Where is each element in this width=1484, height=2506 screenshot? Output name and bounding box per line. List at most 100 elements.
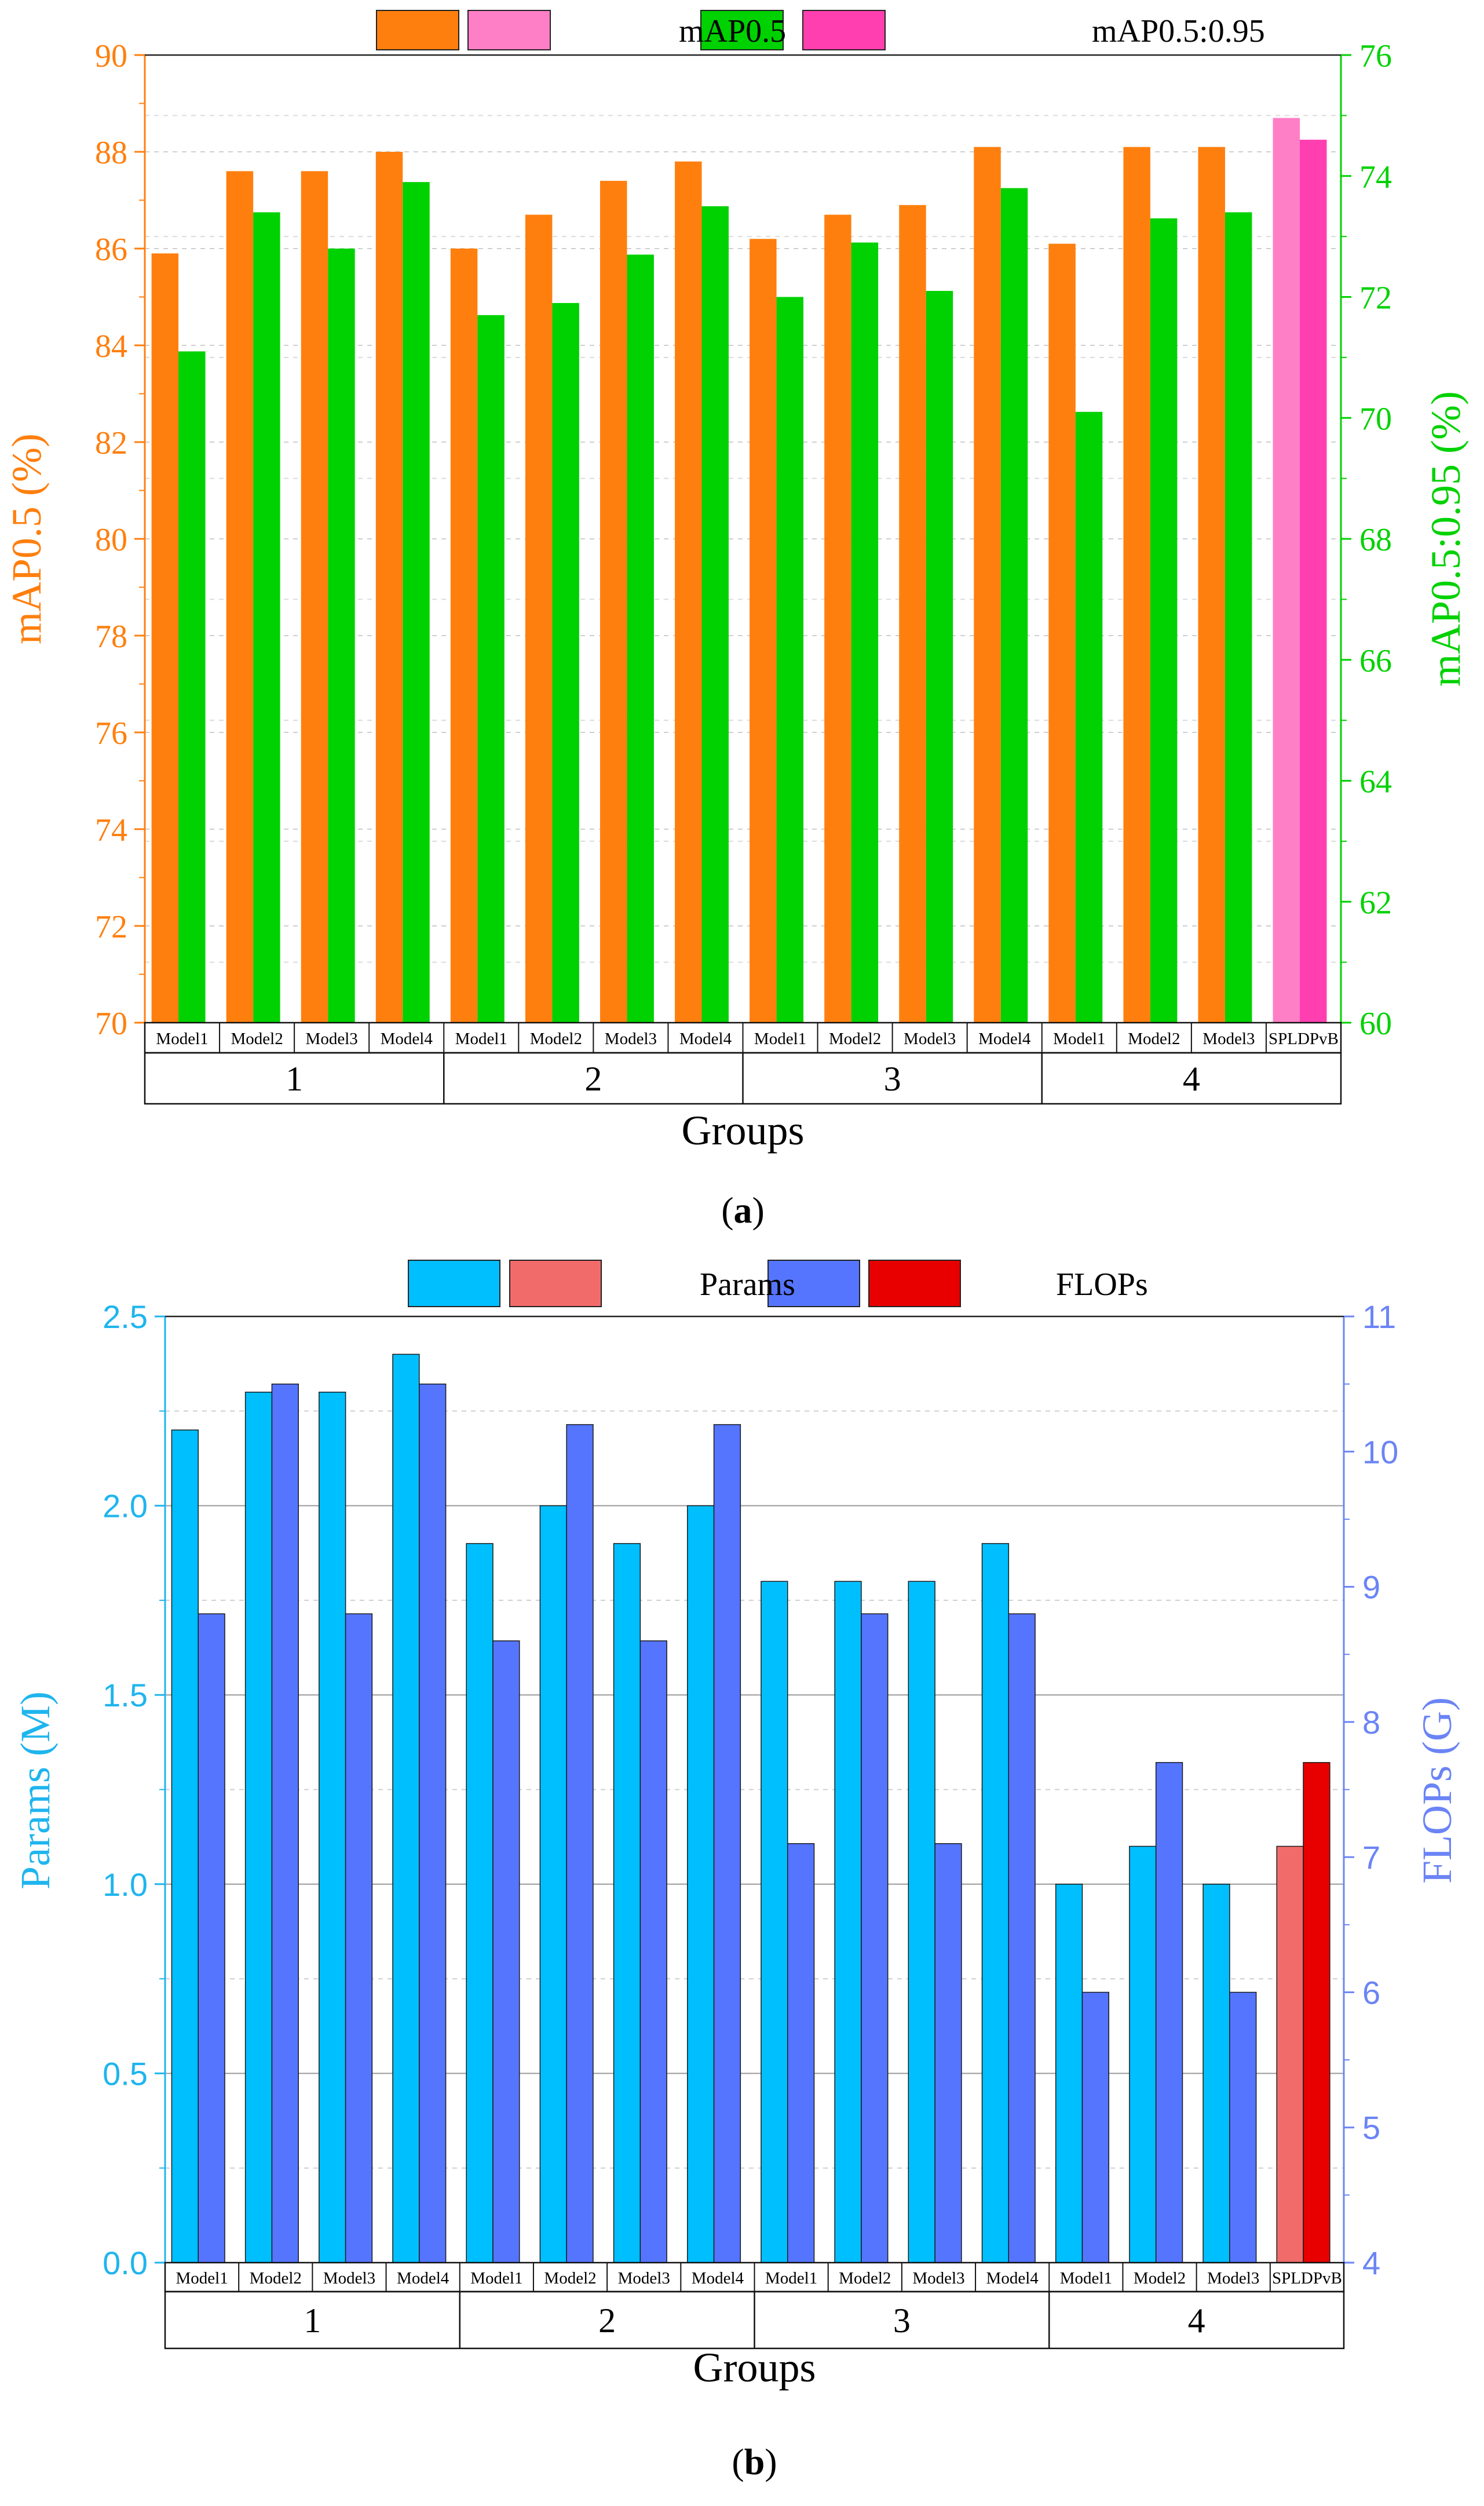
right-tick-label: 74 (1359, 159, 1392, 195)
category-label: Model4 (381, 1030, 433, 1048)
bar-map0-5-0-95-3 (328, 249, 355, 1023)
category-label: Model2 (231, 1030, 283, 1048)
bar-map0-5-12 (974, 147, 1001, 1023)
bar-map0-5-8 (675, 161, 702, 1023)
bar-map0-5-0-95-5 (477, 315, 505, 1023)
bar-map0-5-11 (899, 205, 926, 1023)
bar-params-4 (392, 1354, 420, 2263)
category-label: Model4 (978, 1030, 1031, 1048)
category-label: Model3 (306, 1030, 358, 1048)
category-label: Model2 (1128, 1030, 1180, 1048)
category-label: Model2 (530, 1030, 582, 1048)
left-tick-label: 90 (95, 38, 127, 74)
group-label: 1 (286, 1060, 303, 1098)
bar-map0-5-0-95-10 (851, 242, 879, 1023)
bar-map0-5-0-95-6 (552, 302, 579, 1023)
legend-label: Params (700, 1267, 795, 1303)
legend-swatch-map0-5-0-95 (700, 10, 784, 50)
category-label: Model1 (470, 2269, 522, 2288)
legend-swatch-map0-5-0-95 (802, 10, 886, 50)
bar-params-10 (834, 1581, 862, 2263)
category-label: Model1 (156, 1030, 208, 1048)
bar-map0-5-0-95-7 (627, 254, 654, 1023)
bar-params-12 (981, 1543, 1010, 2263)
group-label: 3 (893, 2301, 911, 2340)
category-label: Model1 (455, 1030, 507, 1048)
right-tick-label: 9 (1362, 1569, 1380, 1606)
bar-map0-5-0-95-2 (253, 212, 280, 1023)
bar-flops-6 (566, 1424, 594, 2263)
bar-flops-12 (1008, 1613, 1036, 2263)
bar-flops-8 (713, 1424, 741, 2263)
bar-map0-5-13 (1048, 243, 1076, 1023)
category-label: Model4 (679, 1030, 732, 1048)
bar-params-11 (908, 1581, 935, 2263)
bar-map0-5-4 (375, 152, 403, 1023)
bar-map0-5-16 (1273, 118, 1300, 1023)
left-tick-label: 74 (95, 812, 127, 848)
right-axis-title: FLOPs (G) (1414, 1697, 1460, 1884)
right-tick-label: 72 (1359, 280, 1392, 316)
bar-flops-9 (787, 1843, 815, 2263)
bar-params-3 (319, 1391, 346, 2263)
bar-map0-5-2 (226, 171, 254, 1023)
right-tick-label: 68 (1359, 522, 1392, 558)
left-tick-label: 86 (95, 232, 127, 268)
bar-flops-3 (345, 1613, 373, 2263)
legend-label: mAP0.5:0.95 (1092, 13, 1265, 49)
bar-map0-5-0-95-12 (1000, 188, 1028, 1023)
category-label: Model3 (323, 2269, 375, 2288)
left-tick-label: 70 (95, 1006, 127, 1042)
left-tick-label: 78 (95, 619, 127, 655)
left-tick-label: 76 (95, 716, 127, 752)
bar-params-8 (687, 1505, 715, 2263)
bar-params-5 (466, 1543, 494, 2263)
bar-params-14 (1129, 1845, 1157, 2263)
category-label: Model2 (839, 2269, 891, 2288)
legend-swatch-flops (767, 1260, 860, 1307)
left-tick-label: 88 (95, 135, 127, 171)
bar-map0-5-0-95-13 (1075, 411, 1103, 1023)
category-label: Model3 (618, 2269, 670, 2288)
category-label: Model3 (904, 1030, 956, 1048)
bar-params-9 (761, 1581, 788, 2263)
bar-map0-5-0-95-1 (178, 351, 206, 1023)
category-label: Model2 (544, 2269, 596, 2288)
bar-map0-5-7 (600, 181, 627, 1023)
x-axis-title: Groups (693, 2344, 816, 2391)
legend-swatch-params (408, 1260, 500, 1307)
bar-map0-5-6 (525, 214, 553, 1023)
bar-map0-5-0-95-4 (403, 182, 430, 1023)
bar-map0-5-3 (301, 171, 328, 1023)
bar-flops-14 (1155, 1762, 1183, 2263)
right-tick-label: 66 (1359, 643, 1392, 679)
bar-flops-2 (271, 1383, 299, 2263)
category-label: Model1 (1060, 2269, 1112, 2288)
bar-map0-5-10 (824, 214, 851, 1023)
bar-flops-13 (1081, 1991, 1110, 2263)
bar-map0-5-15 (1198, 147, 1225, 1023)
bar-flops-4 (419, 1383, 447, 2263)
bar-map0-5-14 (1123, 147, 1150, 1023)
left-tick-label: 2.0 (103, 1488, 148, 1524)
bar-map0-5-0-95-15 (1225, 212, 1252, 1023)
category-label: Model2 (1134, 2269, 1186, 2288)
right-tick-label: 10 (1362, 1433, 1398, 1470)
category-label: Model4 (692, 2269, 744, 2288)
category-label: Model3 (912, 2269, 964, 2288)
right-tick-label: 4 (1362, 2245, 1380, 2281)
category-label: Model1 (176, 2269, 228, 2288)
legend-swatch-map0-5 (376, 10, 459, 50)
right-tick-label: 70 (1359, 401, 1392, 437)
left-axis-title: mAP0.5 (%) (3, 433, 50, 644)
category-label: Model3 (1207, 2269, 1259, 2288)
bar-params-6 (539, 1505, 567, 2263)
legend-swatch-params (509, 1260, 602, 1307)
group-label: 2 (598, 2301, 616, 2340)
left-tick-label: 1.5 (103, 1677, 148, 1713)
right-tick-label: 64 (1359, 764, 1392, 800)
bar-map0-5-9 (750, 239, 777, 1023)
left-tick-label: 1.0 (103, 1866, 148, 1903)
bar-params-13 (1055, 1884, 1083, 2263)
